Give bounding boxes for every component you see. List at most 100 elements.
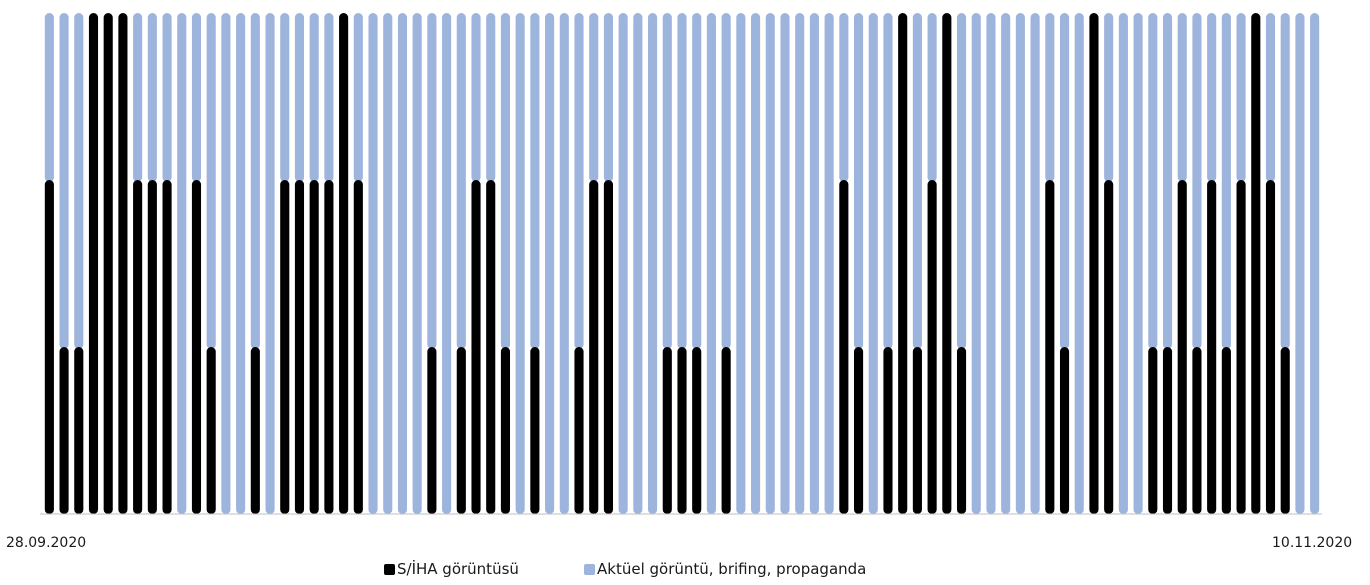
bar-aktuel [1162,13,1173,350]
bar-s-iha [927,179,937,515]
bar-s-iha [500,347,511,514]
bar-aktuel [559,13,569,514]
bar-aktuel [1059,13,1070,350]
bar-aktuel [574,13,584,350]
bar-aktuel [1221,13,1231,350]
bar-s-iha [1280,347,1290,514]
legend: S/İHA görüntüsü [384,560,519,578]
bar-aktuel [853,13,864,350]
bar-aktuel [1177,13,1187,182]
bar-aktuel [383,13,393,514]
bar-aktuel [545,13,555,514]
bar-aktuel [1310,13,1320,514]
bar-s-iha [1089,13,1099,514]
bar-s-iha [353,179,363,515]
bar-aktuel [824,13,834,514]
bar-aktuel [809,13,819,514]
bar-s-iha [1104,179,1114,515]
bar-s-iha [1207,179,1217,515]
bar-aktuel [397,13,408,514]
bar-s-iha [206,347,216,514]
bar-aktuel [1030,13,1040,514]
bar-s-iha [427,347,437,514]
bar-aktuel [412,13,422,514]
bar-aktuel [280,13,290,182]
x-tick-end-label: 10.11.2020 [1272,535,1353,551]
bar-aktuel [133,13,143,182]
bar-aktuel [868,13,878,514]
legend-swatch-s-iha [384,563,395,575]
bar-s-iha [324,179,334,515]
bar-s-iha [662,347,672,514]
bar-aktuel [221,13,231,514]
bar-s-iha [956,347,967,514]
bar-s-iha [1059,347,1070,514]
bar-aktuel [1265,13,1276,182]
bar-aktuel [1295,13,1305,514]
bar-s-iha [74,347,84,514]
bar-s-iha [574,347,584,514]
bar-aktuel [839,13,849,182]
bar-aktuel [44,13,54,182]
bar-aktuel [147,13,157,182]
bar-aktuel [736,13,746,514]
bar-aktuel [162,13,172,182]
bar-s-iha [44,179,54,515]
bar-s-iha [1192,347,1202,514]
legend-label-s-iha: S/İHA görüntüsü [397,560,519,578]
bar-aktuel [677,13,687,350]
bar-s-iha [589,179,599,515]
bar-s-iha [912,347,922,514]
bar-aktuel [250,13,260,350]
bar-aktuel [427,13,437,350]
bar-s-iha [839,179,849,515]
bar-s-iha [1177,179,1187,515]
bar-aktuel [309,13,319,182]
bar-aktuel [971,13,981,514]
bar-aktuel [1236,13,1246,182]
bar-aktuel [927,13,937,182]
bar-s-iha [250,347,260,514]
bar-s-iha [1221,347,1231,514]
bar-s-iha [677,347,687,514]
bar-aktuel [1074,13,1084,514]
bar-aktuel [706,13,716,514]
bar-aktuel [956,13,967,350]
bar-aktuel [795,13,805,514]
bar-aktuel [765,13,775,514]
bar-aktuel [986,13,996,514]
bar-s-iha [59,347,69,514]
bar-s-iha [294,179,305,515]
bar-s-iha [280,179,290,515]
bar-aktuel [1133,13,1143,514]
bar-aktuel [883,13,893,350]
bar-s-iha [471,179,481,515]
bar-aktuel [1118,13,1128,514]
bar-aktuel [294,13,305,182]
bar-aktuel [618,13,628,514]
bar-s-iha [942,13,952,514]
bar-s-iha [118,13,128,514]
bar-s-iha [883,347,893,514]
bar-aktuel [324,13,334,182]
bar-s-iha [1251,13,1261,514]
bar-aktuel [456,13,466,350]
bar-aktuel [500,13,511,350]
bar-s-iha [309,179,319,515]
bar-aktuel [471,13,481,182]
bar-aktuel [1015,13,1025,514]
legend-label-aktuel: Aktüel görüntü, brifing, propaganda [597,560,867,578]
bar-aktuel [236,13,246,514]
bar-aktuel [368,13,378,514]
bar-aktuel [692,13,702,350]
bar-aktuel [1207,13,1217,182]
bar-s-iha [721,347,731,514]
legend-item-aktuel: Aktüel görüntü, brifing, propaganda [584,560,866,578]
bar-aktuel [486,13,496,182]
bar-aktuel [1280,13,1290,350]
bar-s-iha [88,13,99,514]
bar-s-iha [1236,179,1246,515]
bar-aktuel [191,13,202,182]
bar-aktuel [353,13,363,182]
